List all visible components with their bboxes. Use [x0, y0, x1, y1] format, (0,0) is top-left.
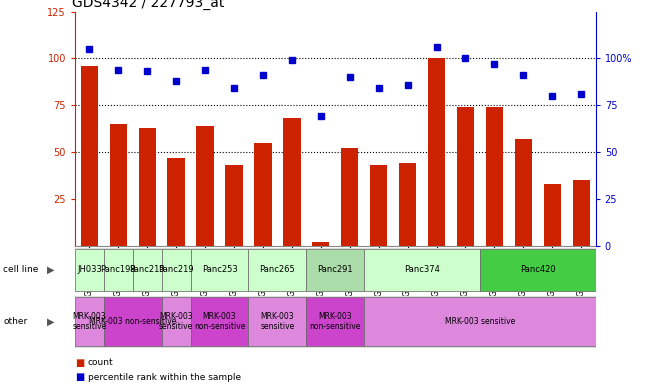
- Bar: [428, 58, 445, 246]
- Text: Panc219: Panc219: [158, 265, 194, 274]
- Bar: [341, 148, 359, 246]
- Bar: [255, 143, 271, 246]
- Bar: [457, 107, 474, 246]
- Text: other: other: [3, 317, 27, 326]
- Bar: [75, 297, 104, 346]
- Text: Panc420: Panc420: [520, 265, 555, 274]
- Bar: [133, 248, 161, 291]
- Text: Panc374: Panc374: [404, 265, 440, 274]
- Text: MRK-003
non-sensitive: MRK-003 non-sensitive: [310, 312, 361, 331]
- Bar: [191, 248, 249, 291]
- Bar: [81, 66, 98, 246]
- Text: cell line: cell line: [3, 265, 38, 274]
- Text: percentile rank within the sample: percentile rank within the sample: [88, 372, 241, 382]
- Bar: [307, 297, 364, 346]
- Bar: [75, 248, 104, 291]
- Text: MRK-003 sensitive: MRK-003 sensitive: [445, 317, 515, 326]
- Text: ■: ■: [75, 358, 84, 368]
- Bar: [167, 158, 185, 246]
- Bar: [515, 139, 532, 246]
- Bar: [104, 248, 133, 291]
- Bar: [104, 297, 161, 346]
- Text: ■: ■: [75, 372, 84, 382]
- Bar: [225, 165, 243, 246]
- Bar: [544, 184, 561, 246]
- Text: MRK-003
sensitive: MRK-003 sensitive: [72, 312, 107, 331]
- Bar: [109, 124, 127, 246]
- Bar: [249, 297, 307, 346]
- Bar: [364, 297, 596, 346]
- Bar: [161, 248, 191, 291]
- Text: JH033: JH033: [77, 265, 102, 274]
- Bar: [480, 248, 596, 291]
- Bar: [312, 242, 329, 246]
- Bar: [399, 163, 416, 246]
- Text: count: count: [88, 358, 113, 367]
- Bar: [139, 128, 156, 246]
- Bar: [572, 180, 590, 246]
- Text: GDS4342 / 227793_at: GDS4342 / 227793_at: [72, 0, 225, 10]
- Text: Panc215: Panc215: [130, 265, 165, 274]
- Bar: [197, 126, 214, 246]
- Bar: [370, 165, 387, 246]
- Bar: [191, 297, 249, 346]
- Text: MRK-003
sensitive: MRK-003 sensitive: [260, 312, 294, 331]
- Bar: [307, 248, 364, 291]
- Bar: [161, 297, 191, 346]
- Bar: [283, 118, 301, 246]
- Text: MRK-003
sensitive: MRK-003 sensitive: [159, 312, 193, 331]
- Bar: [364, 248, 480, 291]
- Text: Panc253: Panc253: [202, 265, 238, 274]
- Bar: [249, 248, 307, 291]
- Text: MRK-003
non-sensitive: MRK-003 non-sensitive: [194, 312, 245, 331]
- Text: ▶: ▶: [47, 316, 55, 327]
- Text: MRK-003 non-sensitive: MRK-003 non-sensitive: [89, 317, 176, 326]
- Text: ▶: ▶: [47, 265, 55, 275]
- Bar: [486, 107, 503, 246]
- Text: Panc265: Panc265: [260, 265, 296, 274]
- Text: Panc291: Panc291: [318, 265, 353, 274]
- Text: Panc198: Panc198: [100, 265, 136, 274]
